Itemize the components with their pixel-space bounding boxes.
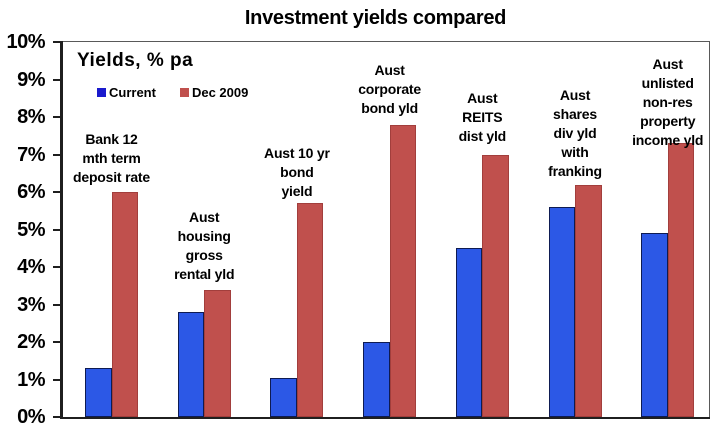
legend-swatch-dec2009-icon (179, 88, 189, 97)
bar-current-3 (270, 377, 297, 417)
legend-swatch-current-icon (97, 88, 106, 97)
category-label-line: Bank 12 (85, 131, 138, 147)
y-axis-tick-label-1: 1% (17, 368, 45, 391)
category-label-5: Aust REITS dist yld (427, 89, 537, 146)
bar-dec2009-4 (389, 124, 417, 417)
y-axis-tick-label-9: 9% (17, 68, 45, 91)
y-axis-tick-7 (53, 153, 60, 156)
bar-current-4 (363, 342, 390, 417)
category-label-line: Aust 10 yr (264, 145, 330, 161)
y-axis-tick-3 (53, 303, 60, 306)
legend-item-current: Current (97, 85, 156, 100)
category-label-line: REITS (462, 109, 503, 125)
bar-current-2 (177, 312, 205, 417)
legend-label-dec2009: Dec 2009 (191, 85, 249, 100)
y-axis-tick-label-7: 7% (17, 143, 45, 166)
category-label-line: property (640, 113, 696, 129)
category-label-line: div yld (553, 125, 597, 141)
bar-dec2009-5 (482, 154, 509, 417)
category-label-line: non-res (642, 94, 693, 110)
y-axis-tick-label-5: 5% (17, 218, 45, 241)
category-label-line: rental yld (174, 266, 235, 282)
category-label-line: Aust (652, 56, 684, 72)
y-axis-tick-label-8: 8% (17, 106, 45, 128)
y-axis-tick-8 (53, 116, 60, 118)
category-label-7: Aust unlisted non-res property income yld (613, 55, 720, 150)
category-label-4: Aust corporate bond yld (335, 61, 445, 118)
category-label-line: income yld (632, 132, 704, 148)
y-axis-tick-2 (53, 341, 60, 343)
category-label-line: housing (177, 228, 231, 244)
category-label-line: shares (553, 106, 597, 122)
category-label-1: Bank 12 mth term deposit rate (57, 130, 167, 187)
y-axis-tick-6 (53, 191, 60, 193)
y-axis-tick-label-3: 3% (17, 293, 45, 316)
category-label-line: corporate (358, 81, 421, 97)
category-label-line: yield (281, 183, 313, 199)
y-axis-tick-label-10: 10% (6, 31, 45, 53)
y-axis-tick-label-6: 6% (17, 181, 45, 203)
category-label-line: bond (280, 164, 314, 180)
y-axis-tick-label-4: 4% (17, 256, 45, 278)
bar-current-7 (641, 233, 668, 417)
category-label-line: Aust (374, 62, 405, 78)
category-label-line: deposit rate (73, 169, 150, 185)
bar-current-5 (455, 248, 483, 417)
bar-current-6 (548, 207, 575, 417)
chart-title: Investment yields compared (244, 7, 507, 29)
y-axis-title: Yields, % pa (77, 50, 194, 71)
category-label-line: mth term (82, 150, 141, 166)
y-axis-tick-4 (53, 266, 60, 268)
category-label-line: Aust (467, 90, 498, 106)
category-label-line: Aust (559, 87, 591, 103)
category-label-line: gross (185, 247, 223, 263)
bar-current-1 (85, 368, 112, 417)
category-label-line: franking (548, 163, 602, 179)
bar-dec2009-3 (296, 203, 324, 417)
legend: Current Dec 2009 (97, 85, 248, 100)
category-label-line: bond yld (361, 100, 418, 116)
y-axis-line (60, 41, 63, 419)
y-axis-tick-5 (53, 228, 60, 231)
category-label-line: dist yld (458, 128, 507, 144)
y-axis-tick-1 (53, 378, 60, 381)
category-label-line: unlisted (641, 75, 694, 91)
category-label-6: Aust shares div yld with franking (520, 86, 630, 181)
y-axis-tick-label-0: 0% (17, 406, 45, 428)
category-label-line: Aust (189, 209, 220, 225)
category-label-3: Aust 10 yr bond yield (242, 144, 352, 201)
bar-dec2009-6 (575, 184, 602, 417)
bar-dec2009-2 (204, 289, 231, 417)
category-label-2: Aust housing gross rental yld (149, 208, 259, 284)
x-axis-line (60, 416, 710, 419)
y-axis-tick-9 (53, 78, 60, 81)
bar-dec2009-1 (111, 192, 138, 417)
bar-dec2009-7 (667, 143, 695, 417)
y-axis-tick-label-2: 2% (17, 331, 45, 353)
legend-item-dec2009: Dec 2009 (179, 85, 249, 100)
legend-label-current: Current (109, 85, 156, 100)
category-label-line: with (561, 144, 589, 160)
y-axis-tick-0 (53, 416, 60, 418)
y-axis-tick-10 (53, 41, 60, 43)
